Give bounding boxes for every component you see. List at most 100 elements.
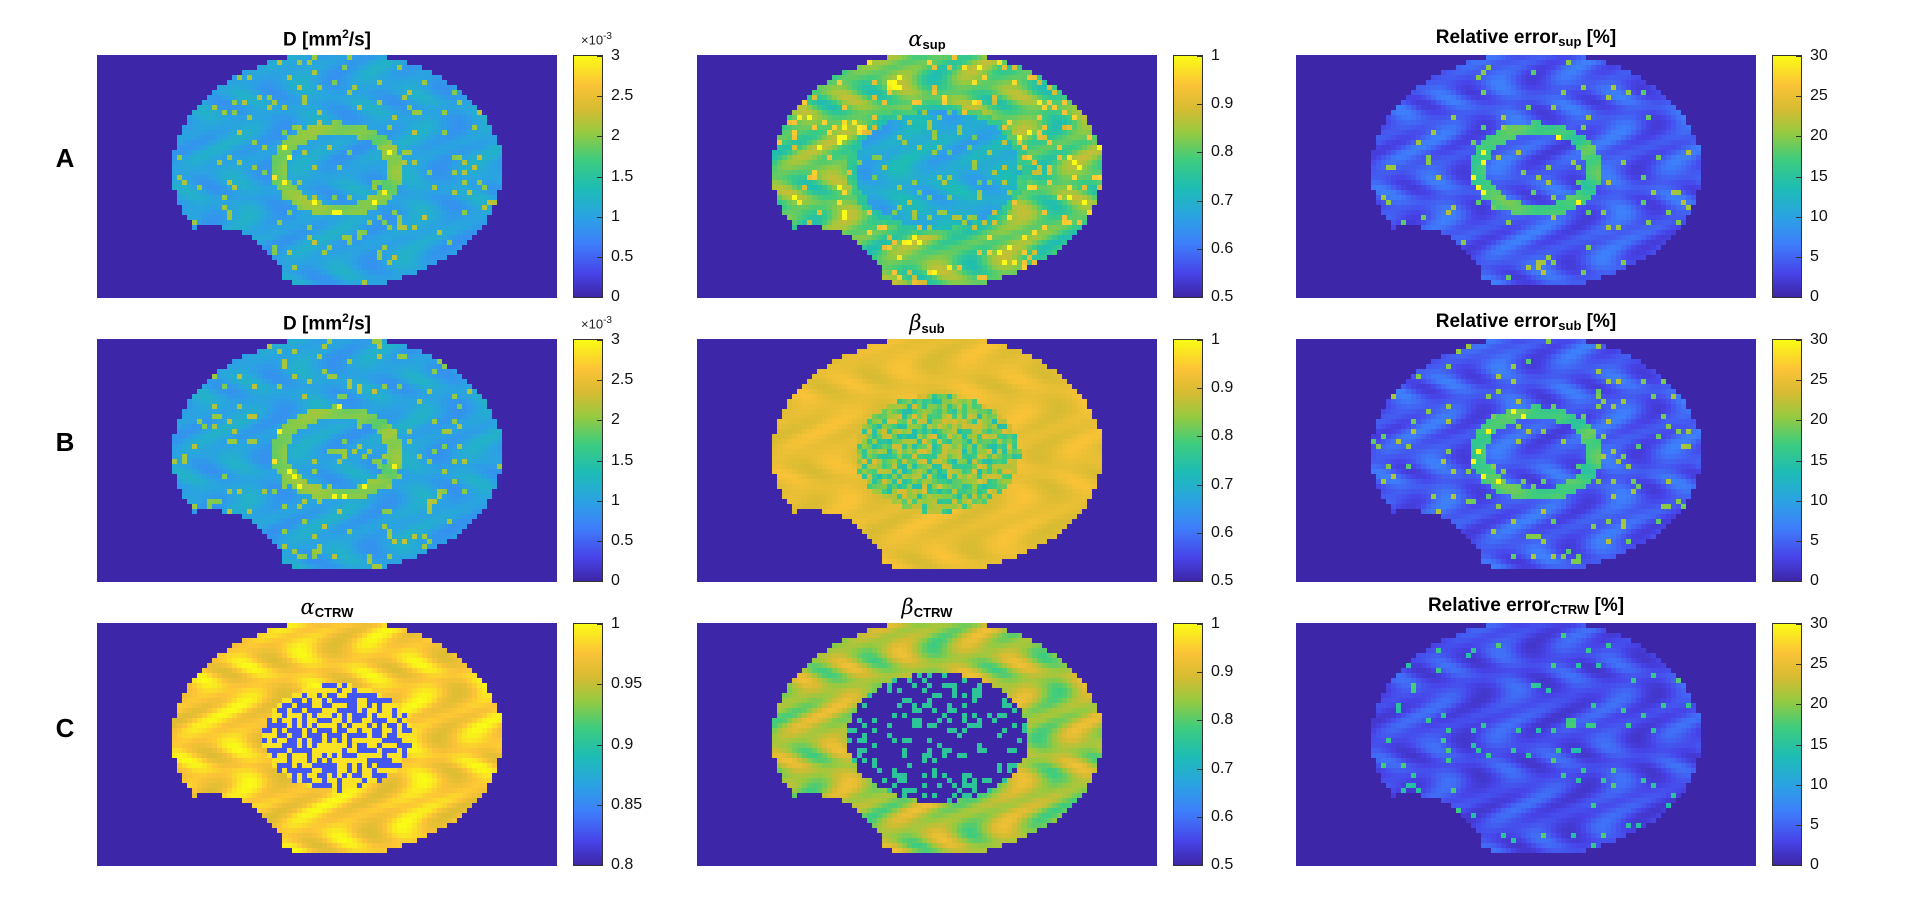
colorbar-tick-mark [1796,420,1802,422]
panel-title-tail: /s] [349,313,371,334]
colorbar-tick-mark [1796,176,1802,178]
colorbar-tick-mark [597,744,603,746]
colorbar-tick-mark [1197,200,1203,202]
colorbar-tick-label: 5 [1810,532,1819,550]
brain-tissue [772,55,1102,285]
panel-title: Relative errorsup [%] [1296,27,1756,49]
colorbar-tick-label: 3 [611,47,620,65]
panel-title-subscript: sub [922,321,945,336]
colorbar-tick-mark [597,340,603,341]
panel-title-subscript: CTRW [315,605,354,620]
colorbar-tick-label: 0 [1810,572,1819,590]
colorbar-tick-label: 0.8 [1211,711,1233,729]
colorbar-tick-mark [1197,56,1203,57]
colorbar-tick-label: 0.5 [1211,856,1233,874]
colorbar-tick-mark [1796,96,1802,98]
colorbar-tick-label: 0.5 [611,248,633,266]
panel-a-2: αsup 1 0.9 0.8 0.7 0.6 0.5 [697,27,1322,305]
colorbar-tick-mark [597,380,603,382]
scale-exponent: -3 [603,31,612,42]
panel-title-tail: /s] [349,29,371,50]
colorbar-tick-label: 20 [1810,411,1828,429]
colorbar-tick-label: 15 [1810,736,1828,754]
panel-b-3: Relative errorsub [%] 30 25 20 15 10 5 0 [1296,311,1920,589]
colorbar-tick-mark [597,804,603,806]
colorbar-tick-mark [1197,720,1203,722]
panel-title-main: α [301,595,315,619]
colorbar-tick-label: 0 [1810,288,1819,306]
panel-title: αsup [697,27,1157,52]
colorbar-tick-label: 5 [1810,248,1819,266]
colorbar-tick-label: 0.9 [1211,379,1233,397]
colorbar-tick-label: 0.8 [611,856,633,874]
brain-tissue [172,623,502,853]
panel-title-subscript: sup [923,37,946,52]
brain-map-image [97,55,557,298]
colorbar-tick-mark [597,624,603,625]
colorbar-tick-label: 0.6 [1211,808,1233,826]
colorbar-tick-mark [597,216,603,218]
panel-c-1: αCTRW 1 0.95 0.9 0.85 0.8 [97,595,722,873]
colorbar-tick-label: 1.5 [611,168,633,186]
colorbar-tick-label: 0.95 [611,675,642,693]
colorbar-tick-label: 30 [1810,331,1828,349]
colorbar-tick-mark [1197,152,1203,154]
panel-title: βCTRW [697,595,1157,620]
colorbar-tick-mark [1796,460,1802,462]
colorbar-tick-label: 0.8 [1211,143,1233,161]
brain-tissue [1371,623,1701,853]
colorbar-tick-mark [1197,340,1203,341]
scale-base: ×10 [581,316,603,331]
colorbar-tick-mark [1796,540,1802,542]
panel-a-1: D [mm2/s] ×10-3 3 2.5 2 1.5 1 0.5 0 [97,27,722,305]
colorbar-tick-mark [1197,484,1203,486]
colorbar-tick-mark [1796,664,1802,666]
row-label-b: B [50,427,80,458]
colorbar-tick-label: 2 [611,127,620,145]
panel-title: Relative errorsub [%] [1296,311,1756,333]
colorbar-tick-mark [597,297,603,298]
colorbar-tick-label: 30 [1810,615,1828,633]
colorbar-tick-label: 0.6 [1211,524,1233,542]
colorbar-tick-label: 0.9 [1211,663,1233,681]
colorbar-tick-mark [1796,744,1802,746]
panel-title: D [mm2/s] [97,311,557,335]
colorbar-tick-label: 3 [611,331,620,349]
colorbar-tick-mark [1197,104,1203,106]
brain-map-image [97,339,557,582]
colorbar-tick-mark [597,176,603,178]
colorbar-tick-mark [1796,56,1802,57]
panel-title-subscript: sup [1558,34,1581,49]
colorbar-tick-label: 0 [611,572,620,590]
colorbar-tick-label: 10 [1810,492,1828,510]
colorbar-tick-mark [1197,624,1203,625]
brain-map-image [1296,339,1756,582]
colorbar-tick-label: 0.9 [1211,95,1233,113]
brain-map-image [97,623,557,866]
panel-a-3: Relative errorsup [%] 30 25 20 15 10 5 0 [1296,27,1920,305]
colorbar-tick-mark [1796,704,1802,706]
colorbar [1173,55,1203,298]
colorbar-tick-mark [1796,380,1802,382]
colorbar-tick-label: 0.6 [1211,240,1233,258]
colorbar-tick-mark [1197,581,1203,582]
colorbar-tick-mark [597,96,603,98]
colorbar-tick-label: 25 [1810,87,1828,105]
colorbar-tick-mark [597,256,603,258]
colorbar-tick-label: 1 [1211,331,1220,349]
brain-map-image [697,623,1157,866]
colorbar-tick-mark [1197,297,1203,298]
panel-title: βsub [697,311,1157,336]
colorbar-tick-label: 1 [1211,47,1220,65]
colorbar-tick-label: 25 [1810,371,1828,389]
panel-title-main: Relative error [1436,27,1559,48]
colorbar-tick-mark [597,684,603,686]
brain-map-image [697,339,1157,582]
colorbar-tick-mark [1796,865,1802,866]
brain-tissue [1371,339,1701,569]
colorbar-tick-mark [1796,500,1802,502]
colorbar-tick-label: 1 [611,615,620,633]
panel-title: αCTRW [97,595,557,620]
scale-exponent: -3 [603,315,612,326]
colorbar-tick-label: 20 [1810,127,1828,145]
